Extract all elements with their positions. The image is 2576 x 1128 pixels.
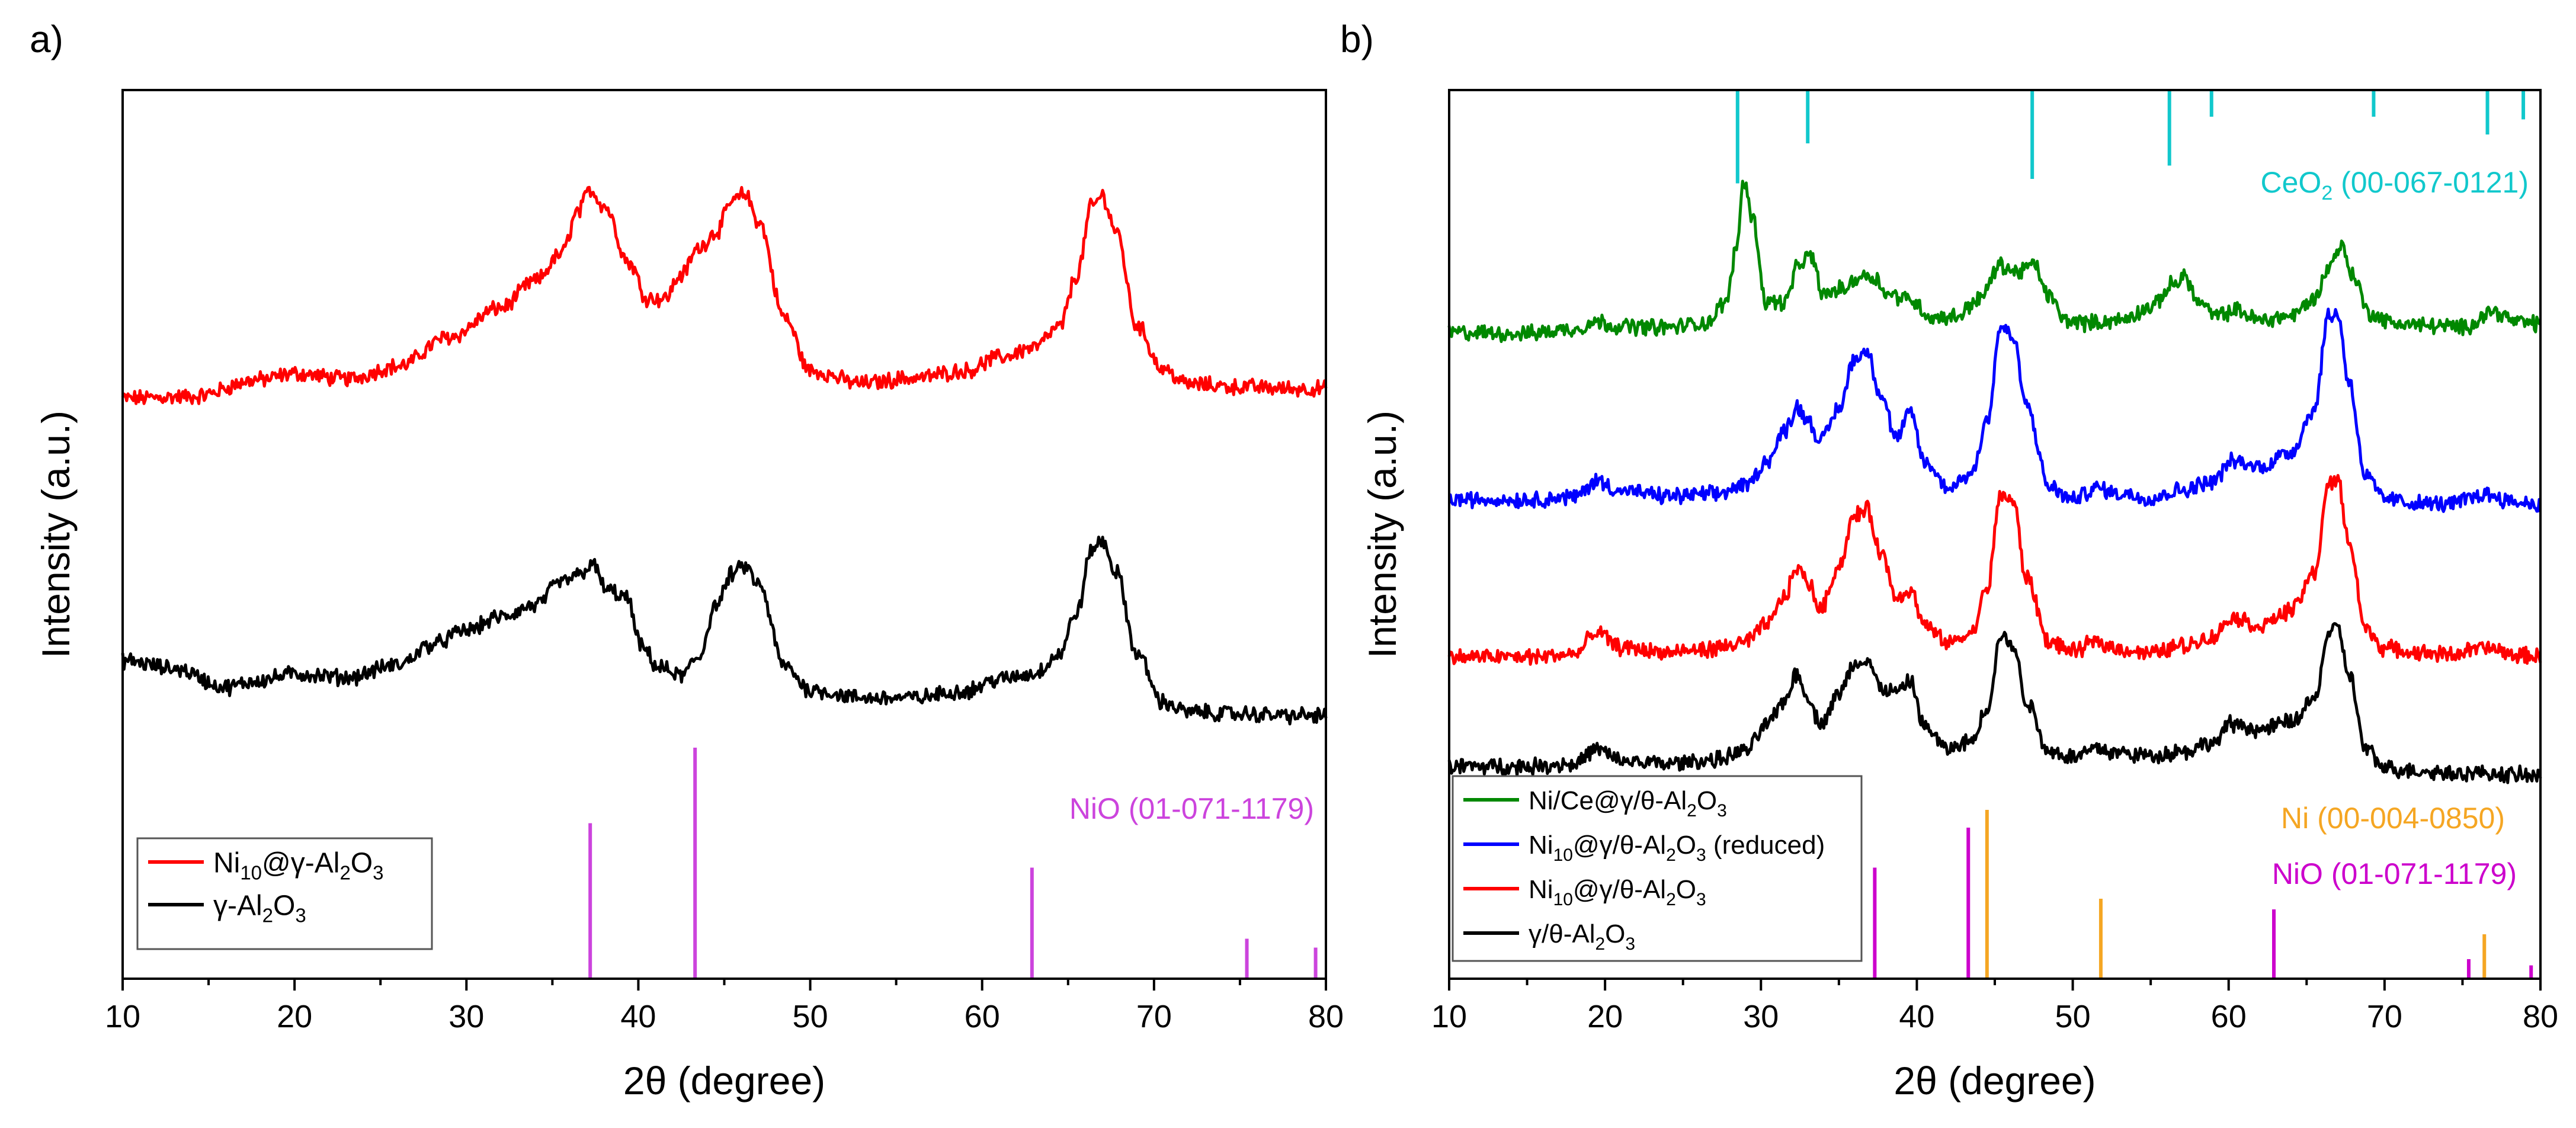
series-line-1 [121, 536, 1328, 726]
legend-label-part: O [1676, 875, 1696, 904]
legend-label-main: Ni [1529, 831, 1553, 860]
x-tick-label: 20 [277, 999, 312, 1034]
legend-label-part: 2 [262, 904, 273, 926]
panel-b: b) 10 20 30 40 50 60 70 80 2θ (degree) Intensit… [1340, 18, 2558, 1103]
series-line-3 [1447, 622, 2542, 784]
legend-label: Ni10@γ/θ-Al2O3 [1529, 875, 1706, 909]
panel-b-ni-reference-label: Ni (00-004-0850) [2281, 802, 2505, 835]
panel-a-x-ticks: 10 20 30 40 50 60 70 80 [105, 979, 1344, 1034]
legend-label-part: O [1676, 831, 1696, 860]
x-tick-label: 20 [1587, 999, 1623, 1034]
legend-label-part: 10 [1553, 845, 1573, 865]
legend-label: γ/θ-Al2O3 [1529, 919, 1635, 954]
x-tick-label: 30 [1743, 999, 1779, 1034]
panel-b-label: b) [1340, 18, 1374, 60]
x-tick-label: 30 [448, 999, 484, 1034]
legend-label-part: 2 [1595, 934, 1605, 954]
panel-b-reference-peaks [1735, 90, 2533, 979]
panel-a-nio-reference-label: NiO (01-071-1179) [1069, 792, 1314, 825]
legend-label-part: 3 [1696, 845, 1706, 865]
panel-a-label: a) [30, 18, 63, 60]
panel-a-series [121, 185, 1328, 726]
legend-label-part: 2 [1666, 890, 1676, 909]
legend-entry: γ-Al2O3 [148, 890, 306, 926]
legend-label-part: 2 [339, 861, 350, 883]
legend-label: Ni10@γ-Al2O3 [213, 847, 384, 883]
panel-b-nio-reference-label: NiO (01-071-1179) [2272, 857, 2517, 890]
reference-1-peaks [1985, 810, 2487, 979]
legend-label-main: γ-Al [213, 890, 262, 921]
legend-label-part: 3 [1625, 934, 1635, 954]
panel-b-ceo2-reference-label: CeO2 (00-067-0121) [2261, 166, 2529, 204]
ceo2-label-main: CeO [2261, 166, 2322, 199]
x-tick-label: 40 [620, 999, 656, 1034]
reference-2-peaks [1873, 828, 2533, 979]
reference-0-peaks [588, 748, 1318, 979]
legend-label: Ni/Ce@γ/θ-Al2O3 [1529, 786, 1727, 821]
x-tick-label: 60 [965, 999, 1000, 1034]
x-tick-label: 70 [1136, 999, 1172, 1034]
panel-a-y-axis-label: Intensity (a.u.) [34, 411, 78, 658]
legend-entry: Ni10@γ/θ-Al2O3 [1463, 875, 1706, 909]
legend-label: Ni10@γ/θ-Al2O3 (reduced) [1529, 831, 1825, 865]
series-line-0 [1447, 180, 2542, 343]
panel-b-y-axis-label: Intensity (a.u.) [1360, 411, 1404, 658]
legend-label-part: 3 [295, 904, 306, 926]
panel-a: a) 10 20 30 40 50 60 70 80 2θ (degree) Intensit… [30, 18, 1344, 1103]
x-tick-label: 60 [2211, 999, 2247, 1034]
legend-entry: Ni10@γ-Al2O3 [148, 847, 384, 883]
legend-label-part: 3 [373, 861, 383, 883]
x-tick-label: 50 [793, 999, 828, 1034]
x-tick-label: 40 [1899, 999, 1934, 1034]
panel-b-x-ticks: 10 20 30 40 50 60 70 80 [1431, 979, 2558, 1034]
legend-entry: Ni10@γ/θ-Al2O3 (reduced) [1463, 831, 1825, 865]
legend-entry: Ni/Ce@γ/θ-Al2O3 [1463, 786, 1727, 821]
x-tick-label: 10 [1431, 999, 1467, 1034]
panel-b-x-axis-label: 2θ (degree) [1893, 1059, 2096, 1103]
reference-0-peaks [1735, 90, 2526, 184]
legend-label-main: Ni [1529, 875, 1553, 904]
legend-label-part: 10 [1553, 890, 1573, 909]
legend-label: γ-Al2O3 [213, 890, 306, 926]
legend-entry: γ/θ-Al2O3 [1463, 919, 1635, 954]
legend-box [1452, 775, 1863, 962]
series-line-2 [1447, 474, 2542, 666]
legend-label-part: @γ/θ-Al [1573, 875, 1666, 904]
x-tick-label: 50 [2055, 999, 2091, 1034]
panel-b-series [1447, 180, 2542, 784]
legend-label-part: O [273, 890, 295, 921]
legend-label-part: @γ-Al [262, 847, 339, 879]
legend-label-part: 3 [1696, 890, 1706, 909]
x-tick-label: 10 [105, 999, 140, 1034]
legend-label-part: O [351, 847, 373, 879]
series-line-0 [121, 185, 1328, 405]
legend-label-main: Ni/Ce@γ/θ-Al [1529, 786, 1687, 815]
legend-label-part: 10 [240, 861, 262, 883]
x-tick-label: 80 [2523, 999, 2558, 1034]
legend-box [136, 837, 433, 950]
legend-label-main: Ni [213, 847, 240, 879]
legend-label-part: 3 [1717, 801, 1727, 821]
x-tick-label: 70 [2367, 999, 2402, 1034]
x-tick-label: 80 [1308, 999, 1344, 1034]
series-line-1 [1449, 307, 2541, 513]
panel-a-reference-peaks [588, 748, 1318, 979]
panel-a-x-axis-label: 2θ (degree) [623, 1059, 825, 1103]
legend-label-part: O [1697, 786, 1717, 815]
legend-label-part: O [1605, 919, 1625, 948]
ceo2-label-sub: 2 [2321, 182, 2333, 204]
legend-label-part: 2 [1687, 801, 1697, 821]
legend-label-part: (reduced) [1706, 831, 1825, 860]
legend-label-part: @γ/θ-Al [1573, 831, 1666, 860]
legend-label-main: γ/θ-Al [1529, 919, 1595, 948]
ceo2-label-tail: (00-067-0121) [2333, 166, 2529, 199]
legend-label-part: 2 [1666, 845, 1676, 865]
